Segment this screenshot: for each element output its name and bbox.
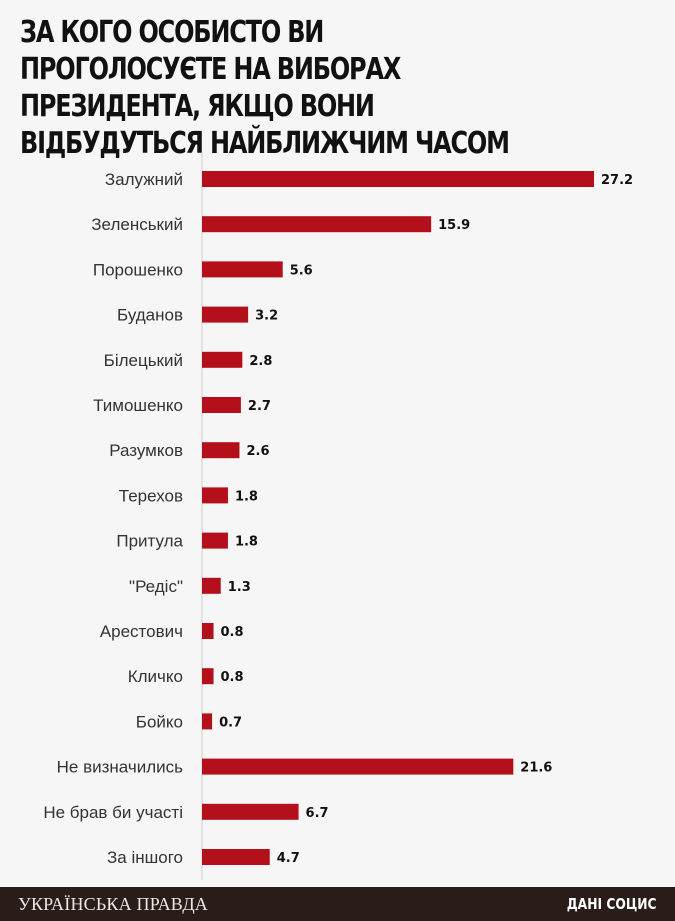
bar <box>202 261 283 278</box>
bar <box>202 577 221 594</box>
value-label: 0.8 <box>221 670 244 685</box>
value-label: 2.7 <box>248 399 271 414</box>
category-label: Не визначились <box>57 758 184 777</box>
bar <box>202 216 432 233</box>
bar-chart: Залужний 27.2 Зеленський 15.9 Порошенко 5.6 Бу… <box>43 152 633 880</box>
category-label: Буданов <box>117 306 183 325</box>
publisher-logo: УКРАЇНСЬКА ПРАВДА <box>18 894 209 914</box>
category-label: Бойко <box>136 712 183 731</box>
bar <box>202 849 270 865</box>
bar <box>202 397 241 413</box>
category-label: Арестович <box>100 622 183 641</box>
bar <box>202 306 249 323</box>
chart-title: За кого особисто ви проголосуєте на вибо… <box>20 15 510 161</box>
value-label: 1.8 <box>235 535 258 550</box>
category-label: Терехов <box>119 486 183 505</box>
category-label: Тимошенко <box>93 396 183 415</box>
category-label: Не брав би участі <box>43 803 183 822</box>
bar <box>202 758 514 775</box>
bar <box>202 623 214 639</box>
value-label: 1.8 <box>235 489 258 504</box>
bar <box>202 351 243 368</box>
value-label: 27.2 <box>601 173 633 188</box>
bar <box>202 171 594 187</box>
value-label: 6.7 <box>306 806 329 821</box>
bar <box>202 803 299 820</box>
bar <box>202 713 213 730</box>
category-label: Залужний <box>105 170 183 189</box>
category-label: Білецький <box>104 351 183 370</box>
value-label: 2.6 <box>246 444 269 459</box>
value-label: 4.7 <box>277 851 300 866</box>
value-label: 0.8 <box>221 625 244 640</box>
bar <box>202 668 214 685</box>
category-label: Порошенко <box>93 260 183 279</box>
value-label: 1.3 <box>228 580 251 595</box>
category-label: Зеленський <box>91 215 183 234</box>
bar <box>202 532 228 549</box>
value-label: 21.6 <box>520 761 552 776</box>
footer-bar: УКРАЇНСЬКА ПРАВДА ДАНІ СОЦИС <box>0 887 675 921</box>
category-label: Разумков <box>109 441 183 460</box>
category-label: Притула <box>116 532 183 551</box>
category-label: "Редіс" <box>129 577 183 596</box>
value-label: 3.2 <box>255 309 278 324</box>
value-label: 2.8 <box>249 354 272 369</box>
value-label: 0.7 <box>219 715 242 730</box>
value-label: 5.6 <box>290 263 313 278</box>
bar <box>202 487 228 504</box>
bar <box>202 442 240 459</box>
value-label: 15.9 <box>438 218 470 233</box>
data-source-credit: ДАНІ СОЦИС <box>567 895 657 913</box>
category-label: Кличко <box>128 667 183 686</box>
category-label: За іншого <box>107 848 183 867</box>
